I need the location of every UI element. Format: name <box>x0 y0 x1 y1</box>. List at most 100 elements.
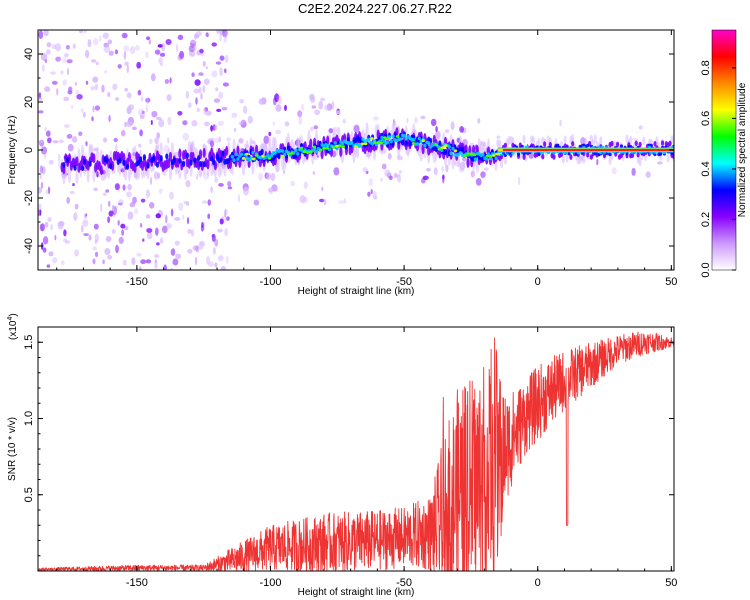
heatmap-noise-point <box>336 110 341 115</box>
heatmap-noise-point <box>231 112 238 119</box>
heatmap-noise-point <box>198 87 202 94</box>
heatmap-core-cell <box>370 137 374 140</box>
heatmap-noise-point <box>238 138 244 144</box>
heatmap-noise-point <box>368 178 374 186</box>
heatmap-noise-point <box>146 36 151 41</box>
snr-line-panel: -150 -100 -50 0 50 0.5 1.0 1.5 Height of strai… <box>7 313 677 598</box>
heatmap-core-cell <box>386 137 390 141</box>
heatmap-core-cell <box>280 154 285 158</box>
heatmap-noise-point <box>71 105 74 109</box>
heatmap-noise-point <box>74 203 79 210</box>
heatmap-ridge-cell <box>270 153 274 158</box>
heatmap-ridge-cell <box>636 151 640 158</box>
heatmap-ridge-cell <box>185 152 189 159</box>
heatmap-noise-point <box>156 242 160 246</box>
heatmap-ridge-cell <box>571 133 575 143</box>
colorbar: 0.0 0.2 0.4 0.6 0.8 Normalized spectral ampl… <box>700 29 748 278</box>
heatmap-noise-point <box>312 171 316 175</box>
heatmap-ridge-cell <box>260 148 264 155</box>
heatmap-ridge-cell <box>586 151 590 158</box>
heatmap-core-cell <box>421 139 426 143</box>
heatmap-ridge-cell <box>415 142 420 146</box>
heatmap-noise-point <box>87 39 92 48</box>
heatmap-ridge-cell <box>412 137 416 142</box>
heatmap-noise-point <box>199 48 204 54</box>
heatmap-core-cell <box>363 142 368 146</box>
heatmap-noise-point <box>275 187 279 193</box>
heatmap-noise-point <box>94 105 100 111</box>
heatmap-noise-point <box>149 138 153 145</box>
heatmap-ridge-cell <box>389 139 393 144</box>
heatmap-noise-point <box>74 81 78 86</box>
heatmap-noise-point <box>303 181 308 189</box>
heatmap-noise-point <box>103 137 108 143</box>
heatmap-ridge-cell <box>75 168 79 184</box>
heatmap-noise-point <box>202 60 206 67</box>
heatmap-ridge-cell <box>99 165 103 176</box>
heatmap-y-tick-label: 40 <box>23 48 35 60</box>
heatmap-noise-point <box>194 79 201 86</box>
heatmap-noise-point <box>63 96 70 102</box>
heatmap-ridge-cell <box>197 155 201 162</box>
heatmap-ridge-cell <box>563 152 567 155</box>
heatmap-ridge-cell <box>225 145 229 156</box>
heatmap-noise-point <box>290 180 296 187</box>
heatmap-noise-point <box>165 39 172 45</box>
heatmap-ridge-cell <box>586 143 590 148</box>
heatmap-ridge-cell <box>543 141 547 147</box>
heatmap-noise-point <box>118 199 124 204</box>
heatmap-noise-point <box>164 79 170 84</box>
heatmap-noise-point <box>518 176 521 186</box>
heatmap-noise-point <box>48 159 54 165</box>
heatmap-noise-point <box>155 227 159 236</box>
heatmap-noise-point <box>166 94 172 102</box>
heatmap-ridge-cell <box>81 165 85 172</box>
heatmap-noise-point <box>318 100 324 110</box>
heatmap-ridge-cell <box>634 140 638 147</box>
heatmap-noise-point <box>114 183 120 191</box>
spectral-heatmap-panel: -150 -100 -50 0 50 -40 -20 0 20 40 Height of str… <box>7 29 677 297</box>
heatmap-noise-point <box>42 236 49 245</box>
heatmap-noise-point <box>225 208 228 216</box>
heatmap-core-cell <box>338 144 342 148</box>
heatmap-noise-point <box>120 223 126 229</box>
heatmap-core-cell <box>373 141 378 145</box>
heatmap-noise-point <box>475 178 482 186</box>
heatmap-noise-point <box>219 67 223 76</box>
heatmap-ridge-cell <box>182 161 186 167</box>
heatmap-ridge-cell <box>511 152 515 155</box>
heatmap-core-cell <box>383 136 387 140</box>
heatmap-noise-point <box>353 124 360 133</box>
heatmap-noise-point <box>154 49 161 55</box>
heatmap-ridge-cell <box>309 138 313 149</box>
heatmap-noise-point <box>496 135 501 139</box>
heatmap-noise-point <box>214 262 218 268</box>
heatmap-noise-point <box>442 175 445 184</box>
heatmap-noise-point <box>214 176 219 183</box>
heatmap-ridge-cell <box>629 135 633 145</box>
heatmap-noise-point <box>657 161 663 165</box>
heatmap-noise-point <box>94 83 99 91</box>
heatmap-noise-point <box>217 255 224 262</box>
heatmap-noise-point <box>102 259 105 265</box>
heatmap-noise-point <box>239 99 245 104</box>
heatmap-ridge-cell <box>283 152 287 157</box>
heatmap-ridge-cell <box>382 139 386 143</box>
heatmap-noise-point <box>140 222 143 228</box>
heatmap-noise-point <box>41 64 45 72</box>
heatmap-noise-point <box>145 97 151 103</box>
heatmap-noise-point <box>320 97 326 102</box>
heatmap-noise-point <box>441 165 444 173</box>
heatmap-ridge-cell <box>88 160 92 167</box>
heatmap-noise-point <box>165 214 168 224</box>
heatmap-noise-point <box>470 170 475 178</box>
heatmap-noise-point <box>93 187 98 191</box>
heatmap-ridge-cell <box>159 155 163 162</box>
heatmap-noise-point <box>209 139 215 148</box>
heatmap-ridge-cell <box>365 122 369 139</box>
heatmap-core-cell <box>466 152 471 156</box>
heatmap-noise-point <box>210 186 213 193</box>
heatmap-noise-point <box>632 137 638 141</box>
heatmap-ridge-cell <box>522 134 526 144</box>
heatmap-noise-point <box>159 52 166 57</box>
